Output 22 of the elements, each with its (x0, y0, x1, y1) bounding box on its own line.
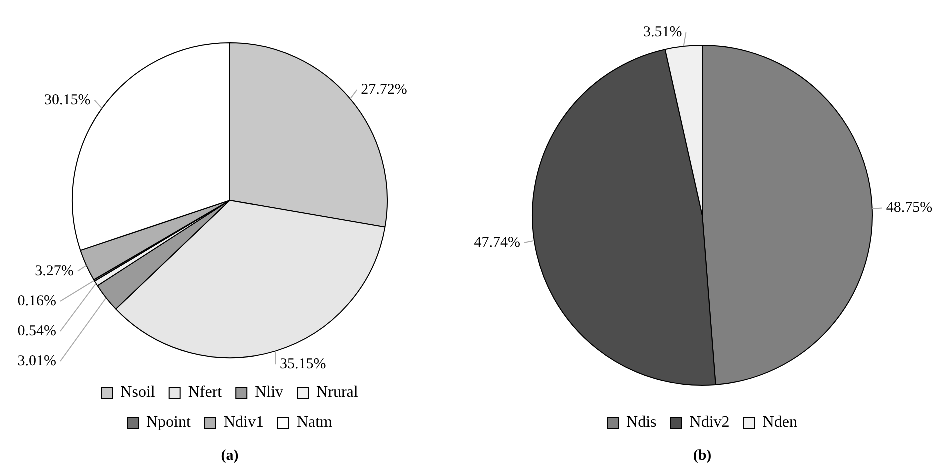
legend-label: Npoint (146, 414, 192, 432)
data-label: 3.51% (644, 24, 682, 41)
data-label: 3.01% (18, 353, 56, 370)
legend-label: Ndiv2 (690, 414, 730, 432)
data-label: 47.74% (474, 234, 521, 251)
legend-label: Ndiv1 (224, 414, 264, 432)
legend-label: Nden (762, 414, 798, 432)
data-label: 27.72% (361, 82, 408, 98)
legend-label: Nrural (316, 384, 359, 402)
data-label: 0.54% (18, 323, 56, 340)
data-label: 30.15% (44, 92, 91, 108)
data-label: 48.75% (886, 200, 933, 216)
data-label: 35.15% (280, 356, 326, 372)
legend-label: Nliv (255, 384, 284, 402)
legend-label: Ndis (626, 414, 657, 432)
legend-label: Nsoil (120, 384, 156, 402)
text: (a) (220, 448, 240, 465)
text: (b) (692, 448, 713, 465)
legend-label: Nfert (188, 384, 223, 402)
legend-label: Natm (296, 414, 334, 432)
data-label: 0.16% (18, 293, 56, 310)
data-label: 3.27% (35, 263, 74, 280)
